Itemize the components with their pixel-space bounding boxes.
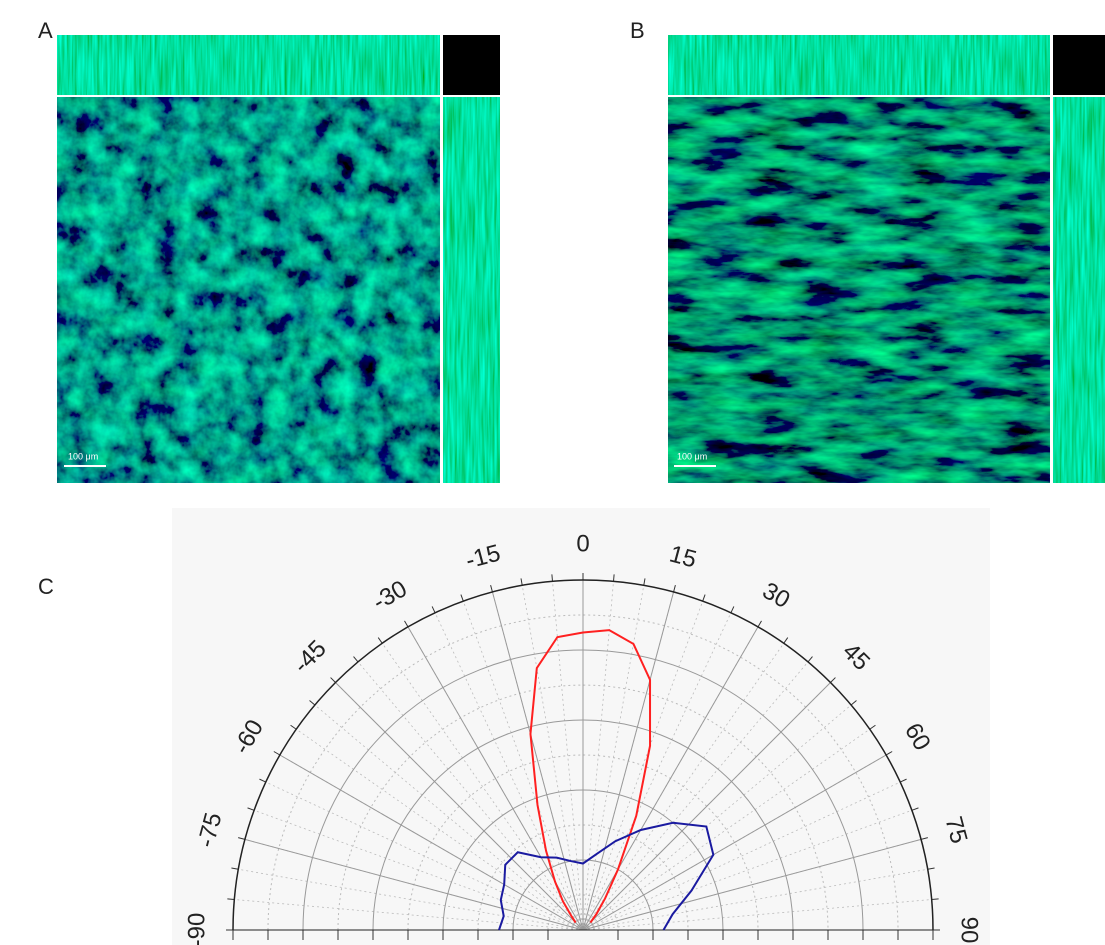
- grid-spoke: [335, 682, 584, 931]
- grid-circle: [547, 894, 619, 931]
- edge-tick: [911, 807, 919, 811]
- edge-tick: [231, 867, 239, 870]
- edge-tick: [673, 585, 676, 593]
- panel-b: B 100 μm: [630, 18, 1105, 483]
- scale-label: 100 μm: [677, 451, 707, 461]
- edge-tick: [353, 656, 359, 663]
- theta-tick-label: -90: [183, 913, 210, 945]
- edge-tick: [899, 778, 907, 783]
- grid-spoke: [582, 754, 887, 931]
- edge-tick: [613, 574, 615, 582]
- plot-background: [172, 508, 990, 945]
- minor-spoke: [582, 868, 928, 931]
- edge-tick: [643, 578, 646, 586]
- grid-spoke: [582, 838, 922, 931]
- minor-spoke: [582, 809, 913, 931]
- minor-spoke: [552, 581, 584, 931]
- edge-tick: [309, 700, 316, 706]
- theta-tick-label: 90: [956, 917, 983, 944]
- grid-circle: [407, 754, 759, 931]
- image-xz: [668, 35, 1050, 95]
- edge-tick: [885, 751, 893, 756]
- edge-tick: [850, 700, 857, 706]
- scale-label: 100 μm: [68, 451, 98, 461]
- edge-tick: [757, 620, 762, 628]
- edge-tick: [431, 606, 436, 614]
- minor-spoke: [314, 704, 584, 931]
- edge-tick: [702, 594, 706, 602]
- edge-tick: [920, 837, 928, 840]
- minor-spoke: [357, 661, 584, 931]
- grid-spoke: [582, 682, 831, 931]
- minor-spoke: [381, 643, 584, 931]
- edge-tick: [227, 898, 235, 900]
- edge-tick: [931, 898, 939, 900]
- panel-label: B: [630, 18, 645, 43]
- image-corner: [1053, 35, 1105, 95]
- grid-spoke: [244, 838, 584, 931]
- grid-spoke: [491, 591, 584, 931]
- edge-tick: [460, 594, 464, 602]
- edge-tick: [783, 637, 789, 644]
- image-xy: [57, 97, 440, 483]
- edge-tick: [273, 751, 281, 756]
- minor-spoke: [253, 809, 584, 931]
- image-yz: [1053, 97, 1105, 483]
- edge-tick: [290, 724, 297, 730]
- edge-tick: [807, 656, 813, 663]
- edge-tick: [730, 606, 735, 614]
- edge-tick: [247, 807, 255, 811]
- minor-spoke: [582, 899, 932, 931]
- edge-tick: [259, 778, 267, 783]
- panel-label: C: [38, 574, 54, 599]
- edge-tick: [869, 724, 876, 730]
- minor-spoke: [462, 600, 584, 931]
- edge-tick: [551, 574, 553, 582]
- panel-a: A 100 μm: [38, 18, 500, 483]
- edge-tick: [404, 620, 409, 628]
- edge-tick: [238, 837, 246, 840]
- image-corner: [443, 35, 500, 95]
- series-line: [529, 629, 652, 924]
- image-xy: [668, 97, 1050, 483]
- edge-tick: [490, 585, 493, 593]
- theta-tick-label: 0: [576, 530, 589, 557]
- minor-spoke: [582, 728, 870, 931]
- panel-label: A: [38, 18, 53, 43]
- grid-spoke: [279, 754, 584, 931]
- minor-spoke: [582, 781, 901, 931]
- grid-spoke: [582, 626, 759, 931]
- minor-spoke: [582, 661, 809, 931]
- edge-tick: [520, 578, 523, 586]
- edge-tick: [830, 677, 836, 683]
- image-yz: [443, 97, 500, 483]
- grid-circle: [477, 824, 689, 931]
- series-line: [498, 821, 715, 931]
- edge-tick: [927, 867, 935, 870]
- grid-spoke: [582, 591, 675, 931]
- minor-spoke: [434, 612, 584, 931]
- minor-spoke: [521, 585, 584, 931]
- grid-circle: [267, 614, 899, 931]
- edge-tick: [377, 637, 383, 644]
- outer-arc: [232, 579, 934, 931]
- minor-spoke: [582, 704, 852, 931]
- minor-spoke: [582, 600, 704, 931]
- edge-tick: [330, 677, 336, 683]
- image-xz: [57, 35, 440, 95]
